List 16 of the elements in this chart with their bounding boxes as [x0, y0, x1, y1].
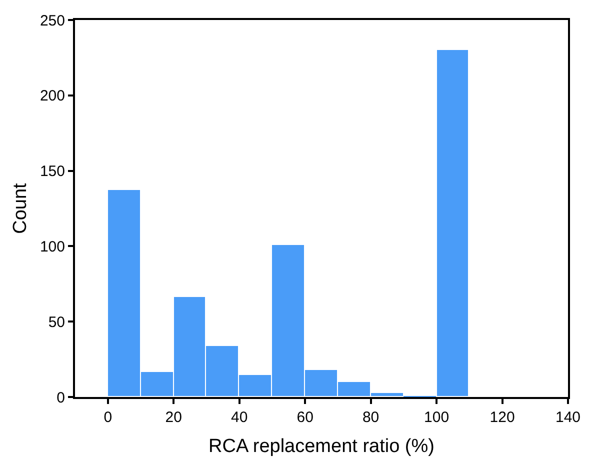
x-axis-title: RCA replacement ratio (%) — [208, 436, 434, 457]
y-tick-label: 0 — [56, 389, 65, 406]
x-tick-label: 80 — [362, 409, 380, 426]
y-tick-label: 250 — [40, 12, 65, 30]
y-tick-label: 100 — [40, 238, 65, 256]
x-tick-label: 0 — [104, 409, 112, 426]
y-tick-label: 150 — [40, 163, 65, 180]
y-tick-label: 50 — [48, 314, 65, 331]
x-tick-label: 120 — [490, 409, 515, 426]
x-tick-label: 140 — [555, 409, 581, 426]
x-tick-label: 60 — [296, 409, 314, 426]
y-axis-title: Count — [10, 182, 31, 234]
y-tick-label: 200 — [40, 88, 65, 105]
x-tick-label: 40 — [230, 409, 248, 426]
x-tick-label: 20 — [165, 409, 182, 426]
x-tick-label: 100 — [424, 409, 450, 426]
